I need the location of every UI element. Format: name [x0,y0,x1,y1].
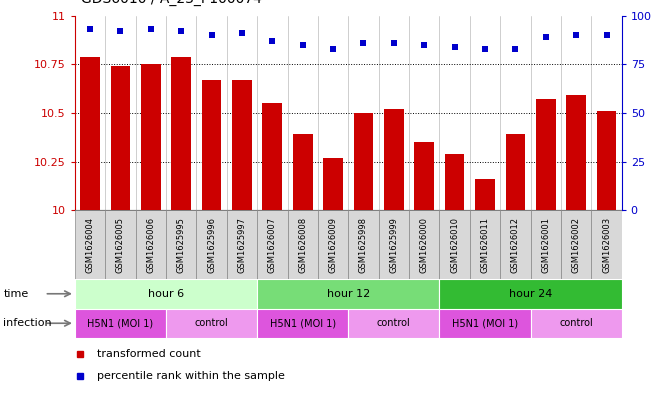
Bar [75,279,257,309]
Bar [141,64,161,210]
Text: GSM1626003: GSM1626003 [602,217,611,273]
Text: hour 12: hour 12 [327,289,370,299]
Bar [257,309,348,338]
Text: GSM1626002: GSM1626002 [572,217,581,273]
Bar [409,210,439,279]
Bar [531,309,622,338]
Text: infection: infection [3,318,52,328]
Point [237,30,247,37]
Bar [80,57,100,210]
Text: GSM1625997: GSM1625997 [238,217,247,273]
Bar [262,103,283,210]
Text: GSM1626008: GSM1626008 [298,217,307,273]
Point [540,34,551,40]
Point [298,42,308,48]
Text: hour 6: hour 6 [148,289,184,299]
Point [358,40,368,46]
Text: GSM1626000: GSM1626000 [420,217,429,273]
Bar [439,279,622,309]
Bar [166,309,257,338]
Bar [470,210,500,279]
Text: control: control [195,318,229,328]
Bar [171,57,191,210]
Bar [379,210,409,279]
Bar [500,210,531,279]
Point [206,32,217,38]
Point [176,28,186,35]
Point [146,26,156,33]
Point [267,38,277,44]
Text: transformed count: transformed count [97,349,201,360]
Bar [596,111,616,210]
Point [328,46,339,52]
Text: GSM1625995: GSM1625995 [176,217,186,273]
Bar [288,210,318,279]
Bar [232,80,252,210]
Text: GSM1626004: GSM1626004 [85,217,94,273]
Point [115,28,126,35]
Text: GSM1626006: GSM1626006 [146,217,156,273]
Text: H5N1 (MOI 1): H5N1 (MOI 1) [270,318,336,328]
Text: time: time [3,289,29,299]
Bar [591,210,622,279]
Bar [111,66,130,210]
Text: GSM1625998: GSM1625998 [359,217,368,273]
Bar [135,210,166,279]
Text: GSM1626011: GSM1626011 [480,217,490,273]
Bar [531,210,561,279]
Text: GSM1626009: GSM1626009 [329,217,338,273]
Bar [439,210,470,279]
Bar [75,210,105,279]
Bar [323,158,343,210]
Text: percentile rank within the sample: percentile rank within the sample [97,371,284,382]
Text: GDS6010 / A_23_P100074: GDS6010 / A_23_P100074 [81,0,262,6]
Bar [439,309,531,338]
Bar [166,210,197,279]
Bar [202,80,221,210]
Bar [384,109,404,210]
Bar [505,134,525,210]
Text: control: control [559,318,593,328]
Bar [536,99,555,210]
Bar [348,309,439,338]
Text: GSM1626012: GSM1626012 [511,217,520,273]
Bar [561,210,591,279]
Bar [445,154,465,210]
Text: GSM1626001: GSM1626001 [541,217,550,273]
Point [389,40,399,46]
Point [480,46,490,52]
Text: hour 24: hour 24 [509,289,552,299]
Bar [566,95,586,210]
Point [85,26,95,33]
Text: GSM1626010: GSM1626010 [450,217,459,273]
Text: H5N1 (MOI 1): H5N1 (MOI 1) [87,318,154,328]
Bar [414,142,434,210]
Bar [353,113,374,210]
Text: GSM1626005: GSM1626005 [116,217,125,273]
Point [419,42,430,48]
Bar [293,134,312,210]
Text: H5N1 (MOI 1): H5N1 (MOI 1) [452,318,518,328]
Text: GSM1625999: GSM1625999 [389,217,398,273]
Bar [227,210,257,279]
Point [510,46,521,52]
Bar [475,179,495,210]
Bar [197,210,227,279]
Bar [257,210,288,279]
Point [449,44,460,50]
Bar [318,210,348,279]
Point [571,32,581,38]
Text: GSM1626007: GSM1626007 [268,217,277,273]
Bar [105,210,135,279]
Text: GSM1625996: GSM1625996 [207,217,216,273]
Bar [75,309,166,338]
Bar [348,210,379,279]
Text: control: control [377,318,411,328]
Point [602,32,612,38]
Bar [257,279,439,309]
